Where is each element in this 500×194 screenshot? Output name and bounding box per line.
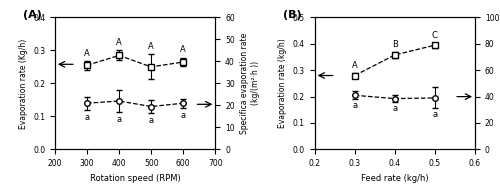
X-axis label: Rotation speed (RPM): Rotation speed (RPM) [90, 174, 180, 183]
Text: a: a [148, 116, 154, 125]
Text: A: A [116, 38, 122, 47]
Y-axis label: Evaporation rate (kg/h): Evaporation rate (kg/h) [278, 39, 287, 128]
Y-axis label: Specifica evaporation rate
(kg/(m²·h )): Specifica evaporation rate (kg/(m²·h )) [240, 33, 260, 134]
Text: A: A [148, 42, 154, 51]
Y-axis label: Evaporation rate (Kg/h): Evaporation rate (Kg/h) [18, 38, 28, 129]
Text: A: A [84, 49, 90, 58]
Text: a: a [180, 111, 186, 120]
Text: a: a [352, 101, 358, 110]
Text: a: a [84, 113, 89, 122]
Text: C: C [432, 31, 438, 40]
X-axis label: Feed rate (kg/h): Feed rate (kg/h) [361, 174, 428, 183]
Text: a: a [116, 115, 121, 124]
Text: A: A [180, 45, 186, 54]
Text: (B): (B) [282, 10, 302, 20]
Text: a: a [432, 110, 438, 120]
Text: B: B [392, 40, 398, 49]
Text: (A): (A) [23, 10, 42, 20]
Text: A: A [352, 61, 358, 70]
Text: a: a [392, 104, 398, 113]
